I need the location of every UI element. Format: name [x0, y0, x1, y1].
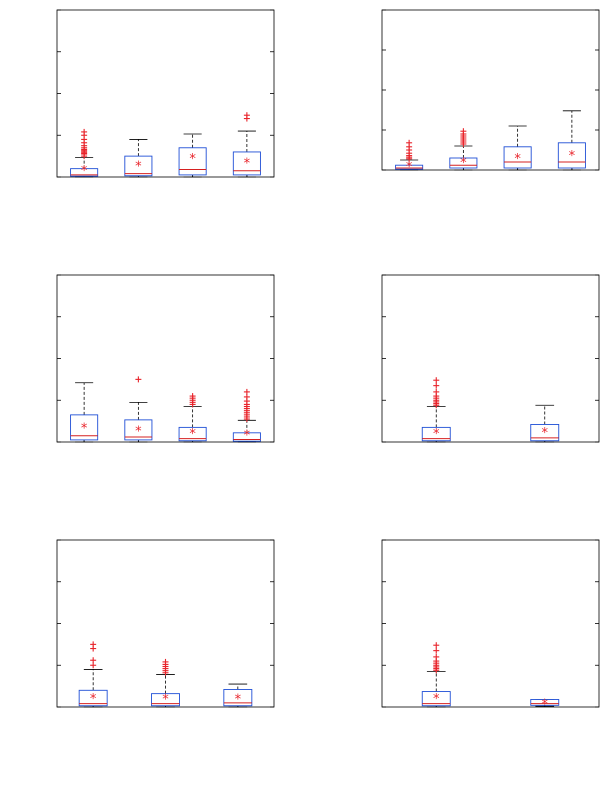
chart-panel-6: * * [381, 539, 600, 713]
mean-marker: * [542, 426, 549, 441]
box-body [530, 424, 560, 442]
box-4: * [557, 110, 586, 171]
box-body [421, 691, 451, 707]
box-body [78, 689, 108, 707]
box-2: * [151, 658, 180, 708]
chart-panel-2: * * * * [381, 9, 600, 175]
mean-marker: * [189, 152, 196, 167]
box-body [124, 419, 153, 441]
box-2: * [124, 139, 153, 178]
box-body [223, 689, 253, 707]
box-body [178, 147, 207, 176]
chart-panel-3: * * * * [56, 274, 275, 443]
mean-marker: * [162, 693, 169, 708]
chart-panel-1: * * * * [56, 9, 275, 179]
chart-panel-4: * * [381, 274, 600, 443]
mean-marker: * [542, 698, 549, 713]
box-body [557, 142, 586, 169]
box-1: * [421, 377, 451, 443]
mean-marker: * [514, 152, 521, 167]
mean-marker: * [433, 692, 440, 707]
box-4: * [232, 112, 261, 178]
mean-marker: * [569, 149, 576, 164]
box-4: * [232, 388, 261, 443]
box-2: * [530, 698, 560, 713]
box-body [232, 151, 261, 176]
chart-panel-5: * * * [56, 539, 275, 708]
plot-frame [381, 274, 600, 443]
box-body [530, 699, 560, 706]
mean-marker: * [406, 160, 413, 175]
box-body [151, 693, 180, 707]
box-3: * [223, 683, 253, 708]
box-body [232, 432, 261, 442]
box-2: * [530, 404, 560, 443]
box-body [395, 164, 424, 170]
box-body [178, 426, 207, 442]
mean-marker: * [90, 692, 97, 707]
box-2: * [449, 128, 478, 171]
box-2: * [124, 376, 153, 443]
box-1: * [421, 642, 451, 708]
box-3: * [178, 133, 207, 178]
mean-marker: * [235, 693, 242, 708]
mean-marker: * [244, 156, 251, 171]
mean-marker: * [81, 164, 88, 179]
box-body [421, 426, 451, 442]
box-body [124, 155, 153, 177]
mean-marker: * [135, 424, 142, 439]
box-1: * [78, 641, 108, 708]
mean-marker: * [189, 427, 196, 442]
mean-marker: * [244, 428, 251, 443]
mean-marker: * [81, 421, 88, 436]
box-body [503, 146, 532, 169]
box-3: * [503, 125, 532, 171]
box-1: * [70, 382, 99, 443]
box-1: * [70, 128, 99, 179]
mean-marker: * [433, 427, 440, 442]
box-body [449, 157, 478, 169]
box-body [70, 168, 99, 177]
plot-frame [381, 539, 600, 708]
mean-marker: * [135, 160, 142, 175]
box-1: * [395, 139, 424, 175]
mean-marker: * [460, 156, 467, 171]
box-3: * [178, 393, 207, 443]
